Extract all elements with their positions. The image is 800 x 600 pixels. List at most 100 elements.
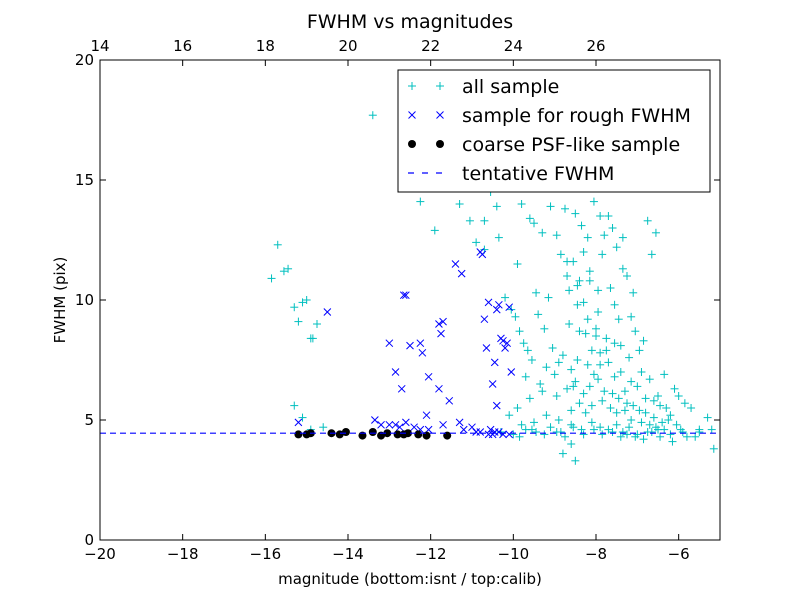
- all-sample-point: [532, 288, 541, 297]
- rough-fwhm-point: [490, 358, 499, 367]
- all-sample-point: [552, 428, 561, 436]
- all-sample-point: [610, 339, 619, 348]
- top-tick-label: 16: [173, 37, 192, 55]
- all-sample-point: [589, 370, 598, 379]
- legend-label: coarse PSF-like sample: [462, 134, 680, 156]
- all-sample-point: [594, 286, 603, 295]
- all-sample-point: [620, 406, 629, 415]
- all-sample-point: [604, 358, 613, 367]
- all-sample-point: [579, 430, 588, 439]
- all-sample-point: [664, 416, 673, 424]
- all-sample-point: [561, 432, 569, 441]
- all-sample-point: [511, 312, 520, 321]
- all-sample-point: [585, 267, 594, 276]
- all-sample-point: [618, 233, 627, 242]
- coarse-psf-point: [294, 430, 303, 439]
- all-sample-point: [612, 420, 621, 429]
- all-sample-point: [587, 401, 596, 410]
- all-sample-point: [530, 418, 538, 427]
- legend-box: [397, 69, 711, 193]
- x-tick-label: −14: [332, 545, 364, 563]
- all-sample-point: [691, 432, 700, 441]
- all-sample-point: [596, 348, 605, 357]
- all-sample-point: [612, 243, 621, 252]
- all-sample-point: [267, 274, 276, 283]
- all-sample-point: [585, 276, 594, 285]
- top-tick-label: 22: [421, 37, 440, 55]
- all-sample-point: [538, 228, 547, 237]
- all-sample-point: [519, 339, 528, 348]
- all-sample-point: [604, 212, 613, 220]
- rough-fwhm-point: [484, 430, 493, 439]
- y-axis-label: FWHM (pix): [51, 257, 69, 344]
- all-sample-point: [670, 384, 679, 393]
- rough-fwhm-point: [422, 411, 431, 420]
- all-sample-point: [647, 428, 656, 436]
- all-sample-point: [678, 428, 687, 436]
- rough-fwhm-point: [391, 368, 400, 376]
- all-sample-point: [709, 444, 718, 453]
- rough-fwhm-point: [490, 428, 499, 436]
- all-sample-point: [703, 413, 712, 422]
- legend-rough-marker: [436, 111, 444, 119]
- all-sample-point: [660, 370, 669, 379]
- rough-fwhm-point: [472, 428, 480, 436]
- x-tick-label: −18: [167, 545, 199, 563]
- y-tick-label: 15: [75, 171, 94, 189]
- top-tick-label: 20: [338, 37, 357, 55]
- all-sample-point: [680, 399, 689, 408]
- all-sample-point: [583, 233, 592, 242]
- all-sample-point: [567, 365, 576, 374]
- all-sample-point: [629, 288, 638, 297]
- x-tick-label: −10: [498, 545, 530, 563]
- all-sample-point: [290, 401, 299, 410]
- all-sample-point: [290, 303, 299, 312]
- top-tick-label: 26: [586, 37, 605, 55]
- all-sample-point: [567, 440, 576, 448]
- all-sample-point: [579, 389, 588, 398]
- all-sample-point: [614, 394, 623, 403]
- rough-fwhm-point: [451, 260, 460, 268]
- rough-fwhm-point: [457, 269, 466, 278]
- rough-fwhm-point: [459, 425, 468, 434]
- all-sample-point: [585, 382, 594, 391]
- x-axis-label: magnitude (bottom:isnt / top:calib): [278, 570, 542, 588]
- all-sample-point: [674, 392, 683, 400]
- rough-fwhm-point: [435, 384, 443, 393]
- all-sample-point: [629, 401, 638, 410]
- all-sample-point: [515, 432, 524, 441]
- coarse-psf-point: [393, 430, 402, 439]
- all-sample-point: [656, 401, 665, 410]
- y-tick-label: 10: [75, 291, 94, 309]
- all-sample-point: [625, 423, 634, 432]
- all-sample-point: [569, 423, 578, 432]
- all-sample-point: [707, 425, 716, 434]
- all-sample-point: [589, 425, 598, 434]
- rough-fwhm-point: [482, 344, 491, 352]
- x-tick-label: −20: [84, 545, 116, 563]
- all-sample-point: [618, 428, 627, 436]
- x-tick-label: −16: [250, 545, 282, 563]
- all-sample-point: [538, 387, 547, 396]
- all-sample-point: [639, 435, 648, 444]
- all-sample-point: [635, 346, 644, 355]
- all-sample-point: [651, 228, 660, 237]
- all-sample-point: [294, 317, 303, 326]
- all-sample-point: [682, 432, 691, 441]
- rough-fwhm-point: [385, 420, 394, 429]
- rough-fwhm-point: [505, 430, 514, 439]
- all-sample-point: [623, 430, 631, 439]
- all-sample-point: [598, 396, 607, 405]
- all-sample-point: [565, 320, 574, 328]
- legend-label: all sample: [462, 76, 559, 98]
- all-sample-point: [608, 224, 617, 232]
- all-sample-point: [573, 281, 582, 290]
- legend-items: all sample sample for rough FWHM coarse PS…: [408, 76, 691, 185]
- all-sample-point: [581, 408, 590, 417]
- rough-fwhm-point: [499, 336, 507, 345]
- rough-fwhm-point: [406, 341, 414, 350]
- y-tick-label: 0: [84, 531, 94, 549]
- all-sample-point: [573, 300, 582, 309]
- all-sample-point: [616, 432, 625, 441]
- all-sample-point: [594, 375, 603, 384]
